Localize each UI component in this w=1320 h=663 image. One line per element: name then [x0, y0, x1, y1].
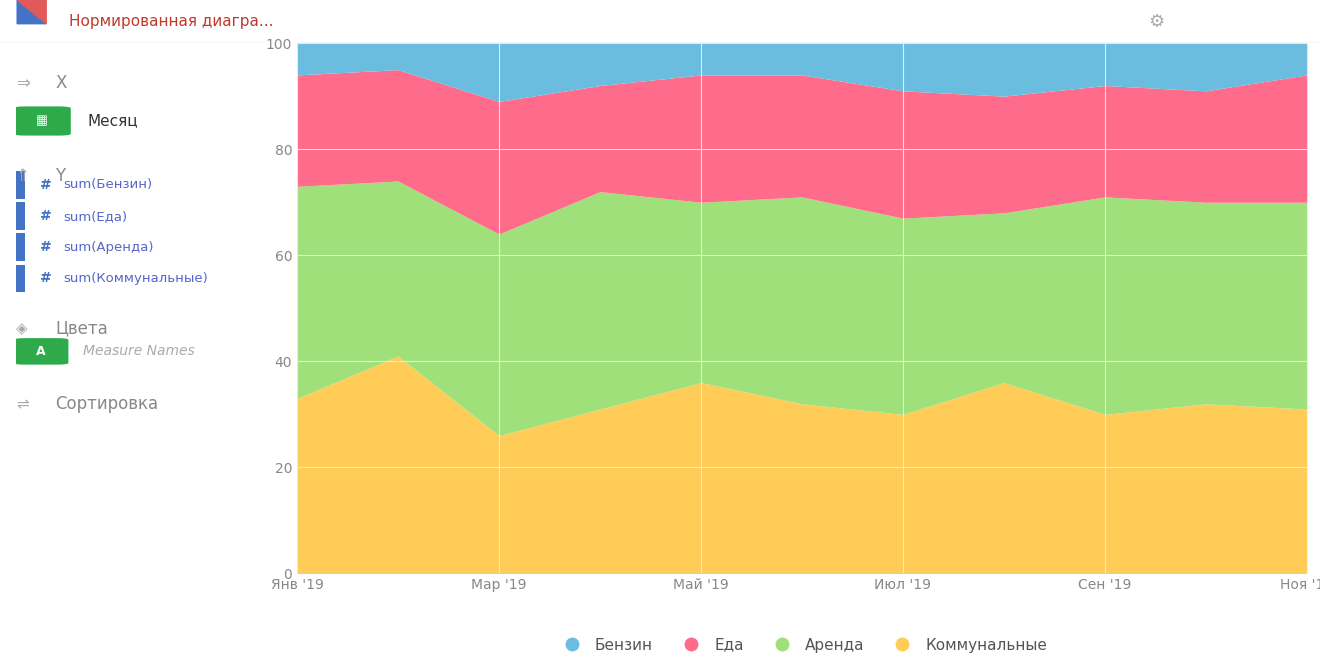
Text: ⇌: ⇌	[16, 397, 29, 412]
Text: ▦: ▦	[36, 115, 48, 127]
FancyBboxPatch shape	[13, 106, 71, 136]
Text: ⇒: ⇒	[16, 74, 30, 92]
Text: sum(Еда): sum(Еда)	[63, 210, 128, 223]
Text: #: #	[40, 271, 51, 286]
Text: #: #	[40, 240, 51, 255]
Text: X: X	[55, 74, 67, 92]
Bar	[16, 265, 25, 292]
Text: sum(Бензин): sum(Бензин)	[63, 178, 153, 192]
Text: Сортировка: Сортировка	[55, 395, 158, 414]
Text: Measure Names: Measure Names	[83, 344, 194, 359]
Text: #: #	[40, 209, 51, 223]
Polygon shape	[17, 0, 46, 24]
Text: sum(Коммунальные): sum(Коммунальные)	[63, 272, 209, 285]
FancyBboxPatch shape	[13, 338, 69, 365]
Polygon shape	[17, 0, 46, 24]
Bar	[16, 202, 25, 230]
Text: A: A	[36, 345, 46, 358]
Text: Месяц: Месяц	[87, 113, 139, 129]
Text: Y: Y	[55, 166, 66, 185]
Bar	[16, 171, 25, 199]
Text: ◈: ◈	[16, 321, 28, 335]
Text: #: #	[40, 178, 51, 192]
Text: ⇑: ⇑	[16, 166, 30, 185]
Text: sum(Аренда): sum(Аренда)	[63, 241, 154, 254]
Text: Цвета: Цвета	[55, 319, 108, 337]
Text: ⚙: ⚙	[1148, 13, 1164, 30]
Legend: Бензин, Еда, Аренда, Коммунальные: Бензин, Еда, Аренда, Коммунальные	[550, 631, 1053, 658]
Bar	[16, 233, 25, 261]
Text: Нормированная диагра...: Нормированная диагра...	[69, 14, 273, 29]
